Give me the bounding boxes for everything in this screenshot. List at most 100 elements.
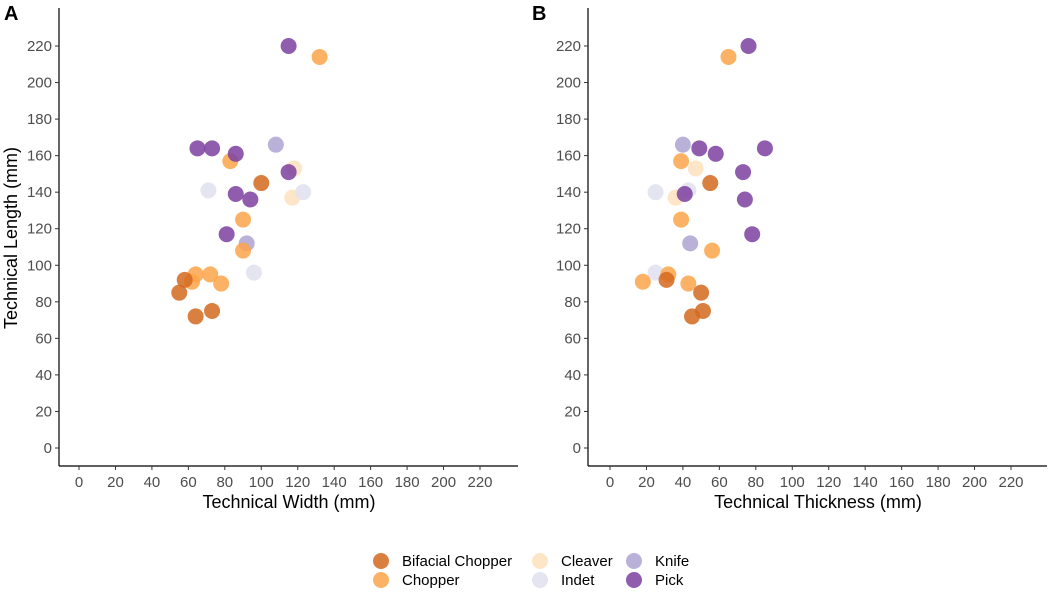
legend-swatch-pick xyxy=(626,572,642,588)
panel-b-point-bifacial-chopper xyxy=(658,271,675,288)
panel-a-x-tick-label: 180 xyxy=(395,474,420,491)
panel-a-point-pick xyxy=(242,191,259,208)
legend-label-cleaver: Cleaver xyxy=(561,553,613,570)
panel-a-tag: A xyxy=(4,3,18,25)
panel-a-point-bifacial-chopper xyxy=(253,175,270,192)
panel-a-y-tick-label: 140 xyxy=(27,184,52,201)
panel-b-x-tick-label: 120 xyxy=(816,474,841,491)
panel-b-y-tick-label: 180 xyxy=(556,111,581,128)
panel-a-x-ticks: 0 20 40 60 80 100 120 140 160 180 200 220 xyxy=(75,466,493,491)
panel-a-x-tick-label: 120 xyxy=(285,474,310,491)
panel-a-y-axis-title: Technical Length (mm) xyxy=(1,147,21,329)
panel-a-point-knife xyxy=(267,136,284,153)
panel-a-y-tick-label: 160 xyxy=(27,148,52,165)
legend-swatch-chopper xyxy=(373,572,389,588)
panel-b-y-tick-label: 100 xyxy=(556,257,581,274)
panel-b-x-tick-label: 180 xyxy=(926,474,951,491)
panel-b-x-axis-title: Technical Thickness (mm) xyxy=(714,492,922,512)
panel-b-point-bifacial-chopper xyxy=(684,308,701,325)
panel-a-x-tick-label: 80 xyxy=(216,474,233,491)
panel-b-y-tick-label: 0 xyxy=(573,440,581,457)
panel-b-x-ticks: 0 20 40 60 80 100 120 140 160 180 200 220 xyxy=(606,466,1024,491)
legend-label-knife: Knife xyxy=(655,553,689,570)
panel-b-y-tick-label: 160 xyxy=(556,148,581,165)
panel-b-point-chopper xyxy=(704,242,721,259)
panel-a-point-chopper xyxy=(311,48,328,65)
panel-a-x-tick-label: 20 xyxy=(107,474,124,491)
panel-b-y-tick-label: 120 xyxy=(556,221,581,238)
panel-b-point-chopper xyxy=(673,153,690,170)
panel-b-y-tick-label: 60 xyxy=(564,330,581,347)
legend-swatch-indet xyxy=(532,572,548,588)
panel-a-point-chopper xyxy=(235,242,252,259)
panel-a-x-tick-label: 140 xyxy=(322,474,347,491)
panel-a-point-pick xyxy=(280,38,297,54)
panel-a-y-tick-label: 200 xyxy=(27,75,52,92)
panel-b-y-tick-label: 220 xyxy=(556,38,581,55)
panel-a-point-pick xyxy=(189,140,206,157)
panel-b-point-bifacial-chopper xyxy=(702,175,719,192)
panel-b-x-tick-label: 220 xyxy=(998,474,1023,491)
panel-b-point-pick xyxy=(676,186,693,203)
panel-b-y-tick-label: 40 xyxy=(564,367,581,384)
panel-a-x-tick-label: 0 xyxy=(75,474,83,491)
panel-b-point-pick xyxy=(735,164,752,181)
panel-b-point-pick xyxy=(744,226,761,243)
panel-b-point-knife xyxy=(674,136,691,153)
legend-swatch-cleaver xyxy=(532,553,548,569)
panel-a-point-chopper xyxy=(213,275,230,292)
panel-b-x-tick-label: 100 xyxy=(780,474,805,491)
panel-a-point-chopper xyxy=(202,266,219,283)
panel-a-point-bifacial-chopper xyxy=(176,271,193,288)
panel-b-x-tick-label: 140 xyxy=(853,474,878,491)
panel-b-y-ticks: 0 20 40 60 80 100 120 140 160 180 200 220 xyxy=(556,38,588,457)
panel-b-point-pick xyxy=(691,140,708,157)
panel-a-x-tick-label: 60 xyxy=(180,474,197,491)
panel-a-y-tick-label: 100 xyxy=(27,257,52,274)
panel-a-point-pick xyxy=(227,145,244,162)
panel-a-x-axis-title: Technical Width (mm) xyxy=(202,492,375,512)
panel-b-x-tick-label: 0 xyxy=(606,474,614,491)
panel-b-x-tick-label: 160 xyxy=(889,474,914,491)
panel-b-points xyxy=(634,38,773,325)
panel-a-point-pick xyxy=(204,140,221,157)
panel-b-point-pick xyxy=(740,38,757,54)
panel-a-point-pick xyxy=(218,226,235,243)
panel-b-point-pick xyxy=(756,140,773,157)
panel-a-point-bifacial-chopper xyxy=(204,302,221,319)
legend-swatch-knife xyxy=(626,553,642,569)
legend-label-pick: Pick xyxy=(655,572,684,589)
panel-b-point-pick xyxy=(736,191,753,208)
panel-a-point-indet xyxy=(295,184,312,201)
panel-a-y-tick-label: 120 xyxy=(27,221,52,238)
legend-label-chopper: Chopper xyxy=(402,572,460,589)
panel-a-point-indet xyxy=(245,264,262,281)
panel-b-point-knife xyxy=(682,235,699,252)
panel-a-y-ticks: 0 20 40 60 80 100 120 140 160 180 200 220 xyxy=(27,38,59,457)
panel-a-x-tick-label: 100 xyxy=(249,474,274,491)
panel-b-y-tick-label: 200 xyxy=(556,75,581,92)
panel-b-point-bifacial-chopper xyxy=(693,284,710,301)
legend: Bifacial Chopper Chopper Cleaver Indet K… xyxy=(373,553,689,589)
panel-b-x-tick-label: 60 xyxy=(711,474,728,491)
panel-b-point-chopper xyxy=(720,48,737,65)
panel-b-y-tick-label: 20 xyxy=(564,403,581,420)
panel-a-y-tick-label: 20 xyxy=(35,403,52,420)
legend-label-indet: Indet xyxy=(561,572,595,589)
panel-a-point-chopper xyxy=(235,211,252,228)
panel-a-y-tick-label: 80 xyxy=(35,294,52,311)
panel-a-x-tick-label: 220 xyxy=(467,474,492,491)
panel-b-y-tick-label: 140 xyxy=(556,184,581,201)
panel-a-y-tick-label: 180 xyxy=(27,111,52,128)
panel-a-y-tick-label: 220 xyxy=(27,38,52,55)
panel-b-tag: B xyxy=(532,3,546,25)
panel-a-point-bifacial-chopper xyxy=(171,284,188,301)
legend-swatch-bifacial-chopper xyxy=(373,553,389,569)
panel-a-x-tick-label: 160 xyxy=(358,474,383,491)
panel-a: A 0 20 40 60 80 100 120 140 160 180 200 220 0 20 40 60… xyxy=(1,3,518,512)
panel-a-y-tick-label: 0 xyxy=(44,440,52,457)
panel-b-point-chopper xyxy=(673,211,690,228)
panel-b-point-chopper xyxy=(680,275,697,292)
panel-b-point-chopper xyxy=(634,273,651,290)
